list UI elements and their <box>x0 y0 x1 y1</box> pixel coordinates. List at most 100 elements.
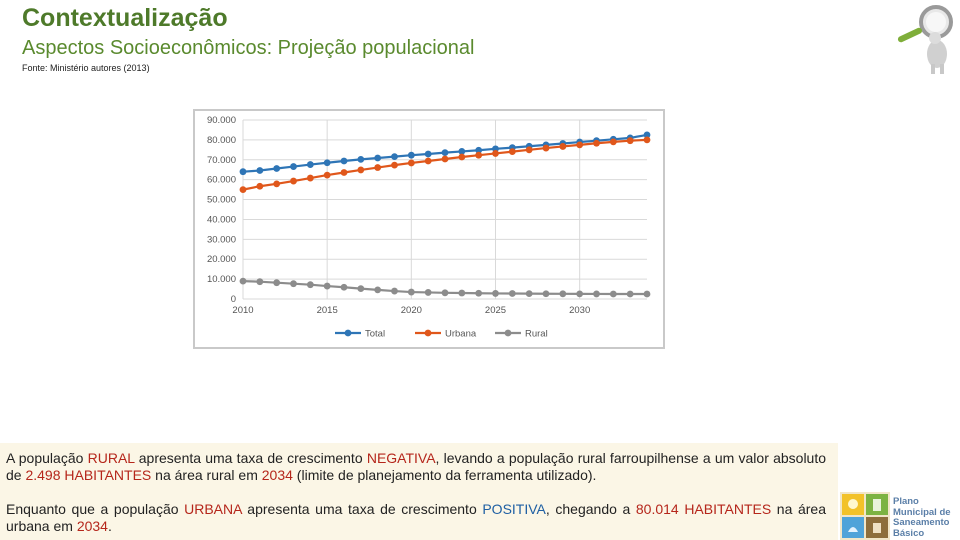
data-point-urbana <box>374 164 382 171</box>
positive-highlight: POSITIVA <box>482 501 546 517</box>
logo-line: Básico <box>893 527 925 539</box>
rural-highlight: RURAL <box>87 450 135 466</box>
logo-line: Saneamento <box>893 517 950 528</box>
data-point-urbana <box>626 137 634 145</box>
data-point-rural <box>626 290 634 298</box>
logo-line: Plano <box>893 496 919 507</box>
data-point-urbana <box>323 171 331 179</box>
data-point-urbana <box>273 180 281 188</box>
data-point-urbana <box>239 186 247 194</box>
negative-highlight: NEGATIVA <box>366 450 436 466</box>
x-tick-label: 2020 <box>401 305 422 316</box>
data-point-rural <box>441 289 449 297</box>
data-point-urbana <box>441 155 449 163</box>
population-line-chart: 0 10.000 20.000 30.000 40.000 50.000 60.000 70.… <box>207 115 651 340</box>
y-tick-label: 10.000 <box>207 274 236 285</box>
data-point-rural <box>357 285 365 293</box>
year-highlight: 2034 <box>76 518 108 534</box>
legend-label: Urbana <box>445 329 477 340</box>
y-tick-label: 60.000 <box>207 175 236 186</box>
data-point-rural <box>424 289 432 296</box>
data-point-total <box>441 149 449 157</box>
paragraph-rural: A população RURAL apresenta uma taxa de … <box>6 450 826 484</box>
p2-text: apresenta uma taxa de crescimento <box>241 501 483 517</box>
data-point-total <box>391 153 398 160</box>
p1-text: , levando a população rural farroupilhen… <box>6 450 827 483</box>
data-point-rural <box>239 277 247 285</box>
data-point-rural <box>609 290 617 298</box>
data-point-urbana <box>576 141 584 149</box>
data-point-urbana <box>542 144 550 152</box>
data-point-total <box>475 146 483 154</box>
data-point-total <box>643 131 651 139</box>
p2-text: , chegando a <box>545 501 636 517</box>
data-point-urbana <box>340 169 348 176</box>
text-box <box>0 443 838 540</box>
logo-line: Municipal de <box>893 506 951 518</box>
data-point-urbana <box>256 182 264 190</box>
data-point-rural <box>323 282 331 290</box>
data-point-rural <box>391 287 398 295</box>
y-tick-label: 0 <box>231 294 236 305</box>
data-point-total <box>340 157 348 165</box>
data-point-total <box>424 150 432 158</box>
data-point-rural <box>290 280 297 288</box>
data-point-rural <box>525 290 533 298</box>
data-point-rural <box>458 289 466 297</box>
data-point-total <box>273 165 281 172</box>
data-point-total <box>239 168 247 176</box>
x-tick-label: 2010 <box>232 305 253 316</box>
legend-label: Rural <box>525 329 548 340</box>
data-point-total <box>256 167 264 174</box>
data-point-urbana <box>643 136 651 144</box>
data-point-total <box>323 159 331 167</box>
data-point-total <box>407 151 415 159</box>
legend-marker-rural <box>504 329 512 337</box>
page-subtitle: Aspectos Socioeconômicos: Projeção popul… <box>22 37 475 59</box>
legend-marker-total <box>344 329 352 337</box>
data-point-rural <box>643 290 651 298</box>
data-point-urbana <box>290 177 297 185</box>
p2-text: . <box>107 518 112 534</box>
y-tick-label: 70.000 <box>207 155 236 166</box>
p2-text: Enquanto que a população <box>6 501 185 517</box>
data-point-urbana <box>424 157 432 165</box>
data-point-urbana <box>458 153 466 161</box>
y-tick-label: 40.000 <box>207 214 236 225</box>
data-point-rural <box>256 278 264 286</box>
y-tick-label: 30.000 <box>207 234 236 245</box>
data-point-rural <box>508 290 516 297</box>
p2-text: na área urbana em <box>6 501 826 534</box>
data-point-urbana <box>492 150 499 157</box>
x-tick-label: 2015 <box>317 305 338 316</box>
data-point-rural <box>593 290 600 298</box>
urban-value-highlight: 80.014 HABITANTES <box>635 501 772 517</box>
p1-text: (limite de planejamento da ferramenta ut… <box>292 467 597 483</box>
data-point-total <box>374 154 382 162</box>
data-point-total <box>357 155 365 163</box>
data-point-rural <box>306 281 314 289</box>
data-point-rural <box>374 286 382 294</box>
data-point-urbana <box>593 139 600 147</box>
y-tick-label: 50.000 <box>207 195 236 206</box>
data-point-urbana <box>525 146 533 154</box>
data-point-rural <box>492 290 499 297</box>
legend-marker-urbana <box>424 329 432 337</box>
data-point-urbana <box>475 151 483 159</box>
rural-value-highlight: 2.498 HABITANTES <box>25 467 152 483</box>
data-point-rural <box>559 290 567 298</box>
data-point-urbana <box>508 148 516 156</box>
p1-text: A população <box>6 450 88 466</box>
page-title: Contextualização <box>22 4 228 32</box>
data-point-rural <box>475 289 483 297</box>
year-highlight: 2034 <box>261 467 293 483</box>
data-point-rural <box>407 288 415 296</box>
data-point-rural <box>576 290 584 298</box>
p1-text: na área rural em <box>151 467 262 483</box>
population-chart: 0 10.000 20.000 30.000 40.000 50.000 60.000 70.… <box>193 109 665 349</box>
data-point-rural <box>273 279 281 287</box>
data-point-total <box>306 161 314 168</box>
magnifier-figure-icon <box>897 5 953 74</box>
data-point-rural <box>340 283 348 291</box>
source-note: Fonte: Ministério autores (2013) <box>22 63 150 73</box>
